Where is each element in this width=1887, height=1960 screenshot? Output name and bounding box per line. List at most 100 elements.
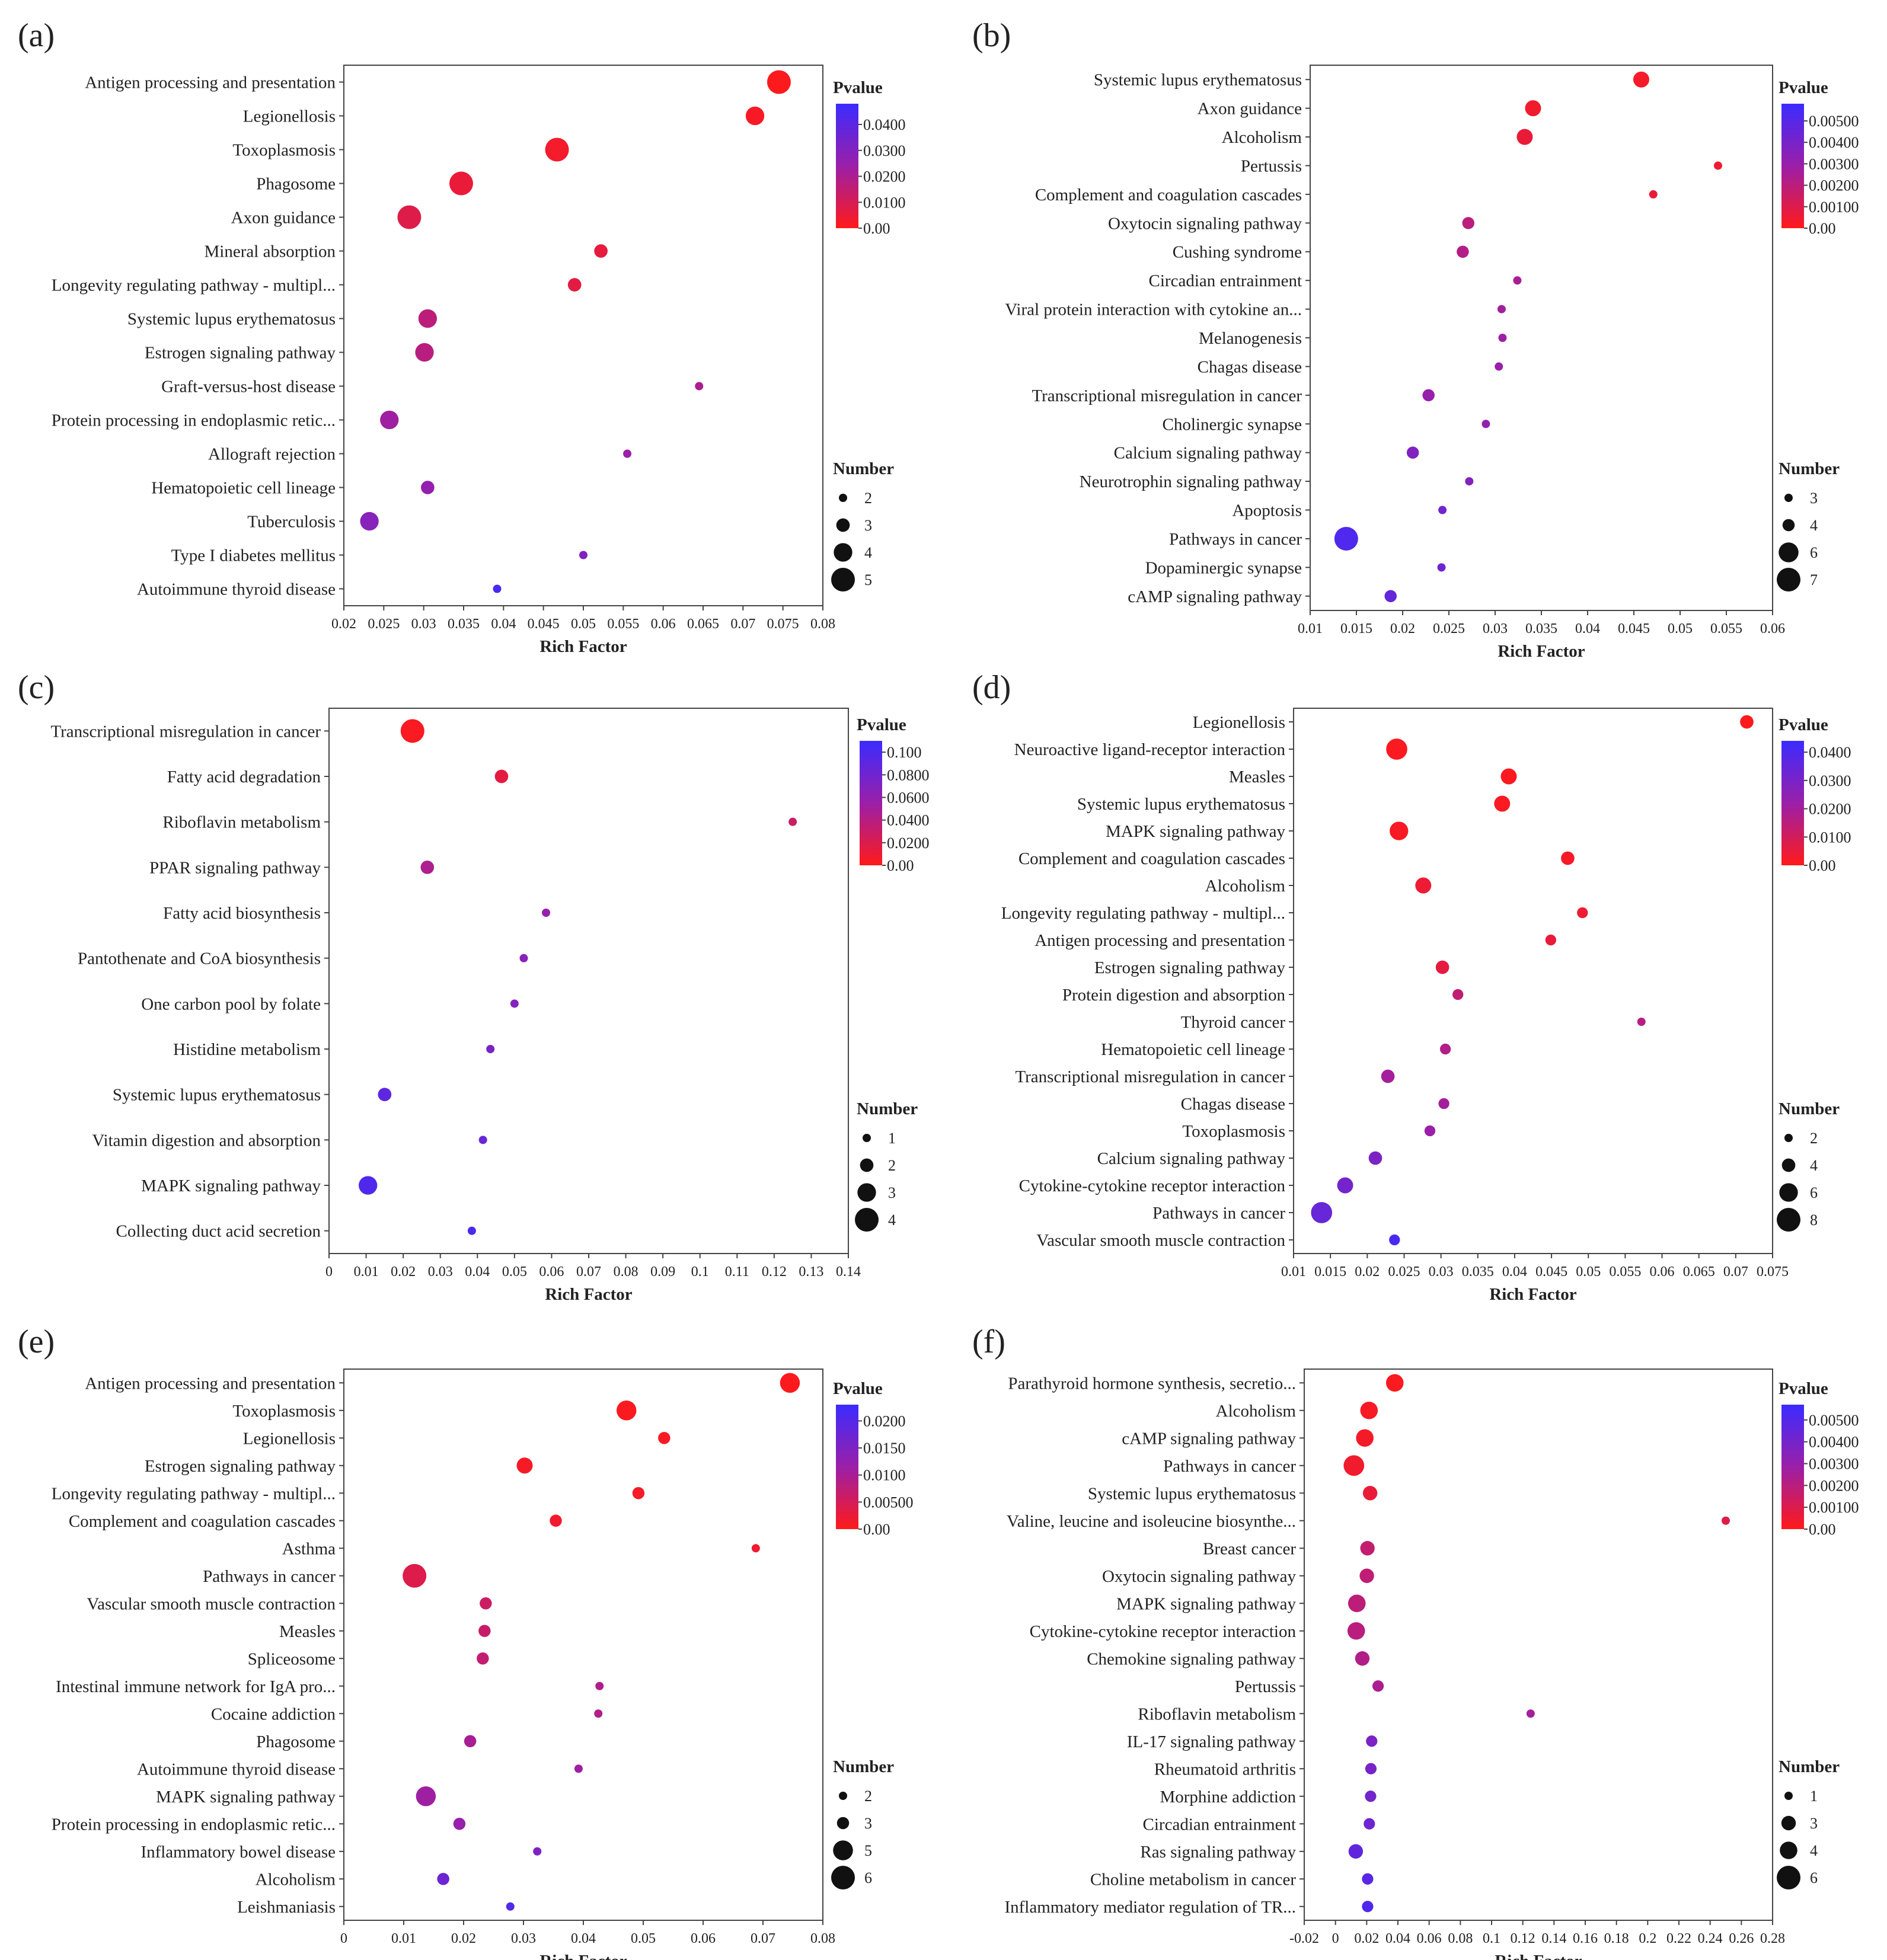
pathway-label: Histidine metabolism: [173, 1040, 321, 1059]
pvalue-tick-label: 0.0200: [863, 1412, 906, 1430]
data-point: [1366, 1735, 1378, 1747]
data-point: [1439, 1043, 1451, 1055]
pvalue-tick-label: 0.00300: [1809, 155, 1859, 172]
x-tick-label: 0.2: [1639, 1931, 1656, 1946]
pathway-label: Viral protein interaction with cytokine …: [1005, 300, 1302, 319]
data-point: [1311, 1202, 1333, 1223]
pvalue-tick-label: 0.00400: [1809, 1434, 1859, 1451]
x-tick-label: 0.045: [1535, 1264, 1567, 1280]
panel-label: (b): [972, 17, 1011, 54]
data-point: [378, 1088, 392, 1101]
x-tick-label: 0.28: [1760, 1931, 1785, 1946]
pathway-label: Pathways in cancer: [1163, 1457, 1296, 1476]
pathway-label: MAPK signaling pathway: [156, 1788, 336, 1806]
number-legend-dot: [1782, 519, 1795, 532]
pvalue-colorbar: [1781, 1405, 1804, 1529]
x-tick-label: 0.08: [1448, 1931, 1473, 1946]
x-tick-label: 0.07: [576, 1264, 601, 1280]
number-legend-label: 3: [888, 1184, 896, 1201]
number-legend-title: Number: [833, 1757, 894, 1776]
number-legend-dot: [836, 1817, 850, 1830]
pathway-label: Transcriptional misregulation in cancer: [50, 722, 321, 741]
x-tick-label: 0.16: [1573, 1931, 1598, 1946]
data-point: [397, 205, 422, 229]
pathway-label: Rheumatoid arthritis: [1154, 1760, 1296, 1779]
pathway-label: Systemic lupus erythematosus: [113, 1086, 321, 1105]
x-tick-label: 0.12: [762, 1264, 787, 1280]
data-point: [1438, 506, 1447, 514]
pathway-label: Neurotrophin signaling pathway: [1080, 472, 1302, 491]
pvalue-tick-label: 0.0400: [863, 116, 906, 133]
data-point: [788, 817, 797, 826]
data-point: [1740, 715, 1754, 729]
x-tick-label: 0.14: [1541, 1931, 1566, 1946]
pathway-label: Ras signaling pathway: [1140, 1843, 1296, 1862]
number-legend-dot: [1779, 542, 1799, 562]
pathway-label: Thyroid cancer: [1181, 1013, 1286, 1032]
data-point: [574, 1764, 583, 1773]
panel-label: (c): [18, 669, 55, 706]
data-point: [632, 1487, 645, 1499]
pvalue-tick-label: 0.00: [863, 220, 890, 237]
pvalue-tick-label: 0.00500: [1809, 113, 1859, 130]
data-point: [1384, 590, 1397, 603]
data-point: [1722, 1516, 1730, 1525]
data-point: [493, 584, 502, 593]
pathway-label: Complement and coagulation cascades: [1035, 186, 1302, 204]
pathway-label: Longevity regulating pathway - multipl..…: [52, 276, 336, 295]
data-point: [1356, 1429, 1374, 1447]
data-point: [1337, 1177, 1353, 1194]
data-point: [545, 138, 569, 162]
pathway-label: Pertussis: [1235, 1677, 1296, 1696]
plot-frame: [1293, 708, 1773, 1254]
data-point: [1343, 1455, 1365, 1476]
x-tick-label: 0.05: [1668, 621, 1693, 637]
pathway-label: Oxytocin signaling pathway: [1102, 1567, 1297, 1586]
pvalue-colorbar: [1781, 104, 1804, 228]
data-point: [1406, 446, 1419, 459]
pvalue-tick-label: 0.0100: [1809, 829, 1851, 846]
pathway-label: Calcium signaling pathway: [1114, 444, 1302, 463]
pathway-label: PPAR signaling pathway: [149, 858, 321, 877]
x-tick-label: 0.02: [1354, 1931, 1379, 1946]
pathway-label: Measles: [279, 1622, 336, 1641]
number-legend-label: 7: [1810, 571, 1818, 589]
x-tick-label: 0: [1332, 1931, 1339, 1946]
x-tick-label: 0.075: [1757, 1264, 1789, 1280]
number-legend-dot: [855, 1208, 879, 1232]
number-legend-dot: [1780, 1841, 1797, 1859]
data-point: [594, 244, 608, 258]
data-point: [567, 278, 582, 292]
pvalue-legend-title: Pvalue: [857, 715, 906, 734]
number-legend-dot: [1777, 1866, 1800, 1889]
number-legend-label: 5: [864, 1842, 872, 1859]
x-tick-label: 0.04: [571, 1931, 596, 1946]
number-legend-dot: [831, 1866, 855, 1889]
x-axis-label: Rich Factor: [1489, 1285, 1576, 1304]
pathway-label: Asthma: [282, 1539, 336, 1558]
pvalue-tick-label: 0.0300: [1809, 772, 1851, 789]
data-point: [510, 999, 519, 1008]
pvalue-tick-label: 0.00: [1809, 857, 1836, 874]
pathway-label: Cytokine-cytokine receptor interaction: [1030, 1622, 1297, 1641]
x-tick-label: 0.06: [539, 1264, 564, 1280]
number-legend-title: Number: [1779, 459, 1840, 478]
pathway-label: Complement and coagulation cascades: [69, 1512, 336, 1531]
number-legend-label: 6: [1810, 1869, 1818, 1887]
data-point: [1525, 100, 1541, 117]
pathway-label: Pathways in cancer: [203, 1567, 336, 1586]
number-legend-label: 2: [1810, 1130, 1818, 1147]
data-point: [751, 1544, 760, 1553]
pathway-label: Dopaminergic synapse: [1145, 558, 1302, 577]
pathway-label: Graft-versus-host disease: [161, 378, 336, 397]
data-point: [418, 309, 438, 328]
data-point: [695, 382, 704, 391]
x-tick-label: 0.04: [491, 616, 516, 632]
x-tick-label: 0: [340, 1931, 347, 1946]
number-legend-title: Number: [833, 459, 894, 478]
pvalue-legend-title: Pvalue: [1779, 78, 1828, 97]
pathway-label: Morphine addiction: [1160, 1788, 1296, 1806]
pathway-label: Alcoholism: [1205, 877, 1286, 896]
data-point: [449, 171, 473, 196]
